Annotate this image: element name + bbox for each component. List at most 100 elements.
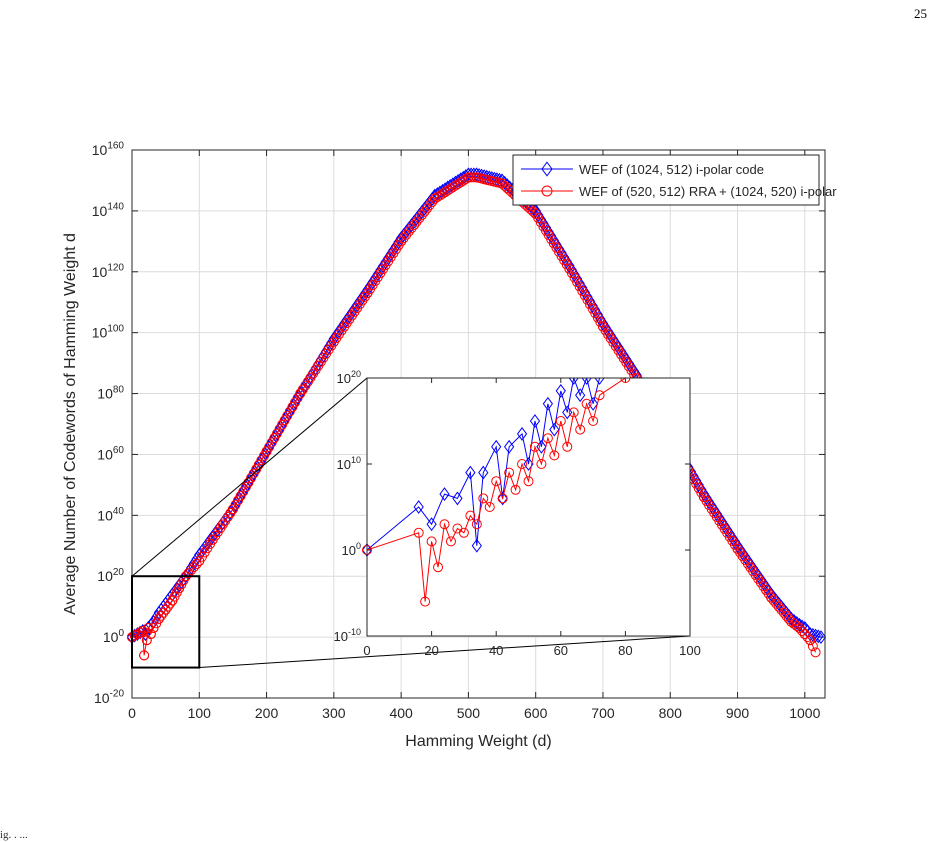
x-tick-label: 300	[322, 705, 346, 721]
y-tick-label: 10-20	[94, 689, 124, 706]
data-marker	[416, 205, 427, 219]
inset-data-point	[445, 536, 456, 547]
data-point	[815, 630, 827, 645]
inset-data-point	[471, 519, 482, 530]
data-marker	[414, 208, 425, 223]
inset-data-point	[510, 484, 521, 495]
data-marker	[292, 391, 303, 405]
data-marker	[419, 206, 430, 217]
data-point	[786, 616, 797, 627]
data-marker	[403, 221, 415, 236]
zoom-connector-line	[131, 377, 368, 577]
data-point	[167, 595, 178, 606]
data-marker	[183, 568, 194, 579]
inset-data-point	[555, 416, 566, 426]
data-marker	[274, 422, 285, 437]
data-point	[805, 635, 816, 646]
data-marker	[235, 488, 246, 503]
data-marker	[230, 497, 241, 512]
y-axis-label: Average Number of Codewords of Hamming W…	[62, 233, 79, 615]
y-tick-label: 10120	[92, 262, 125, 279]
inset-x-tick-label: 40	[489, 643, 503, 658]
data-marker	[284, 404, 295, 419]
inset-data-point	[413, 500, 424, 514]
data-marker	[204, 533, 216, 548]
inset-data-point	[588, 416, 599, 426]
data-marker	[256, 453, 267, 468]
data-marker	[422, 203, 433, 214]
data-marker	[440, 187, 451, 198]
data-point	[732, 543, 743, 554]
data-marker	[401, 229, 412, 240]
data-marker	[232, 493, 244, 508]
legend-label: WEF of (1024, 512) i-polar code	[579, 162, 764, 177]
data-point	[261, 446, 272, 457]
data-point	[698, 492, 709, 503]
data-marker	[191, 559, 202, 570]
inset-data-point	[562, 441, 573, 452]
inset-series-1	[361, 378, 605, 557]
inset-y-tick-label: 10-10	[334, 627, 361, 644]
data-marker	[450, 180, 461, 191]
y-tick-label: 10100	[92, 323, 125, 340]
data-point	[227, 504, 238, 515]
data-marker	[305, 369, 316, 384]
inset-series-1-line	[366, 378, 601, 551]
data-marker	[778, 607, 789, 618]
inset-data-point	[452, 491, 463, 506]
data-marker	[434, 190, 445, 201]
data-marker	[186, 560, 197, 575]
data-marker	[802, 632, 813, 643]
data-marker	[813, 629, 824, 644]
data-marker	[424, 200, 435, 211]
legend-marker	[541, 161, 553, 177]
data-point	[396, 236, 407, 247]
x-tick-label: 100	[188, 705, 212, 721]
inset-data-point	[581, 398, 592, 409]
inset-data-point	[517, 459, 528, 469]
inset-x-tick-label: 0	[363, 643, 370, 658]
data-marker	[135, 627, 146, 638]
inset-plot-area	[367, 378, 690, 636]
inset-data-point	[426, 517, 437, 532]
data-point	[148, 622, 159, 633]
zoom-connector-line	[199, 635, 691, 669]
legend-marker	[541, 185, 553, 197]
inset-data-point	[491, 439, 502, 454]
data-point	[227, 502, 239, 517]
data-marker	[416, 210, 427, 221]
data-marker	[771, 598, 782, 609]
inset-data-point	[465, 510, 476, 521]
inset-y-tick-label: 100	[342, 541, 361, 558]
data-marker	[188, 556, 200, 571]
inset-data-point	[458, 527, 469, 538]
data-marker	[240, 480, 251, 494]
inset-x-tick-label: 100	[679, 643, 701, 658]
data-marker	[403, 226, 414, 237]
inset-data-point	[536, 439, 547, 454]
data-point	[497, 178, 508, 189]
inset-data-point	[439, 487, 450, 502]
data-point	[174, 583, 185, 594]
inset-data-point	[575, 424, 586, 435]
inset-data-point	[555, 383, 566, 398]
data-marker	[411, 211, 422, 226]
inset-x-tick-label: 20	[424, 643, 438, 658]
inset-data-point	[568, 407, 579, 418]
data-marker	[447, 182, 458, 193]
data-point	[396, 231, 407, 246]
inset-series-2-line	[366, 378, 626, 602]
inset-data-point	[413, 527, 424, 538]
data-marker	[188, 562, 199, 573]
inset-data-point	[465, 465, 476, 480]
data-marker	[222, 509, 233, 524]
data-marker	[266, 435, 277, 450]
inset-data-point	[497, 493, 508, 504]
data-marker	[300, 378, 311, 393]
inset-data-point	[478, 465, 489, 480]
inset-data-point	[620, 378, 631, 383]
data-marker	[191, 552, 202, 567]
data-point	[362, 288, 373, 299]
y-tick-label: 1060	[97, 445, 124, 462]
